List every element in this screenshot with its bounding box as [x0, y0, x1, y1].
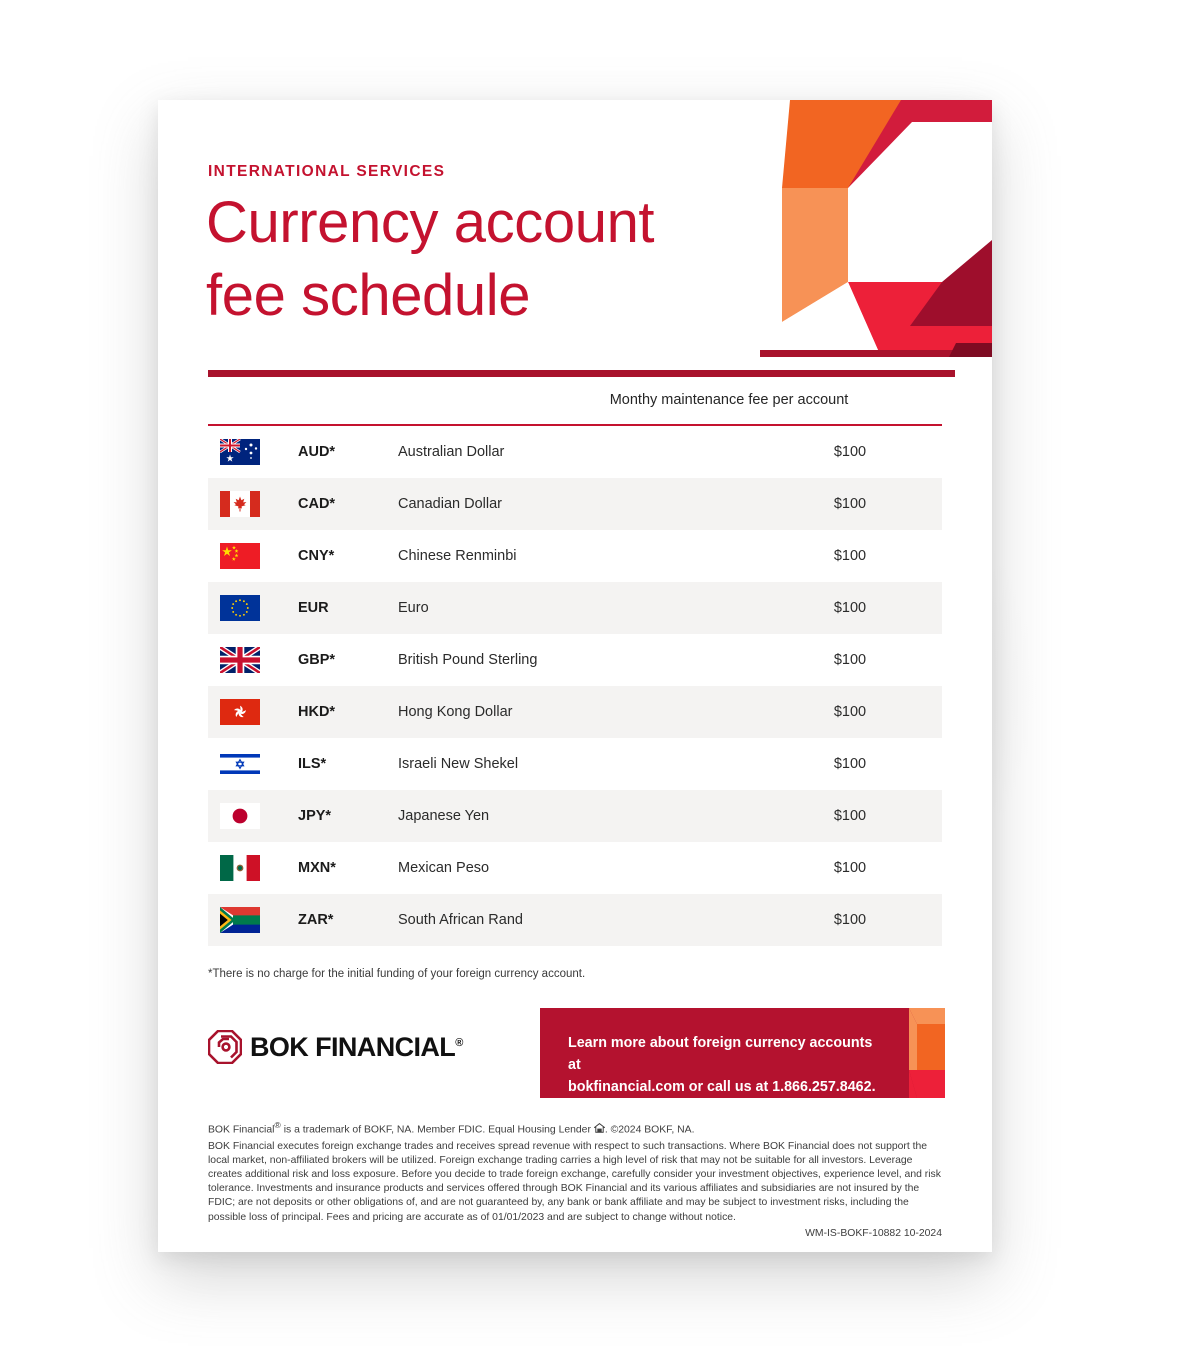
flag-australia-icon	[220, 439, 260, 465]
currency-code: ZAR*	[298, 912, 334, 928]
currency-flag-cell	[208, 751, 298, 777]
trademark-text-mid: is a trademark of BOKF, NA. Member FDIC.…	[280, 1124, 594, 1136]
currency-name: Euro	[398, 600, 429, 616]
flag-canada-icon	[220, 491, 260, 517]
eyebrow-label: INTERNATIONAL SERVICES	[208, 163, 446, 180]
bok-octagon-spiral-logo-icon	[208, 1030, 242, 1064]
bok-financial-logo: BOK FINANCIAL®	[208, 1030, 463, 1064]
currency-flag-cell	[208, 647, 298, 673]
currency-name: Israeli New Shekel	[398, 756, 519, 772]
trademark-text-before: BOK Financial	[208, 1124, 275, 1136]
currency-fee: $100	[833, 912, 867, 928]
registered-mark: ®	[274, 1120, 281, 1130]
fee-table: Monthy maintenance fee per account	[208, 380, 942, 946]
currency-code: CAD*	[298, 496, 336, 512]
table-row: ZAR* South African Rand $100	[208, 894, 942, 946]
document-page: INTERNATIONAL SERVICES Currency account …	[158, 100, 992, 1252]
doc-code-row: WM-IS-BOKF-10882 10-2024	[208, 1227, 942, 1241]
currency-fee: $100	[833, 808, 867, 824]
equal-housing-lender-icon	[593, 1123, 605, 1134]
header-divider	[158, 366, 992, 388]
document-code: WM-IS-BOKF-10882 10-2024	[805, 1227, 942, 1239]
currency-name: Hong Kong Dollar	[398, 704, 513, 720]
currency-fee: $100	[833, 704, 867, 720]
currency-fee: $100	[833, 756, 867, 772]
currency-name: Japanese Yen	[398, 808, 490, 824]
currency-fee: $100	[833, 600, 867, 616]
currency-code: GBP*	[298, 652, 336, 668]
currency-name: Canadian Dollar	[398, 496, 502, 512]
logo-and-callout-band: BOK FINANCIAL® Learn more about foreign …	[208, 1008, 945, 1100]
currency-code: JPY*	[298, 808, 332, 824]
currency-fee: $100	[833, 652, 867, 668]
trademark-line: BOK Financial® is a trademark of BOKF, N…	[208, 1118, 942, 1138]
table-footnote: *There is no charge for the initial fund…	[208, 968, 586, 980]
currency-code: ILS*	[298, 756, 327, 772]
table-row: CNY* Chinese Renminbi $100	[208, 530, 942, 582]
currency-code: EUR	[298, 600, 329, 616]
disclaimer-body: BOK Financial executes foreign exchange …	[208, 1140, 941, 1223]
currency-name: Mexican Peso	[398, 860, 490, 876]
currency-fee: $100	[833, 548, 867, 564]
fee-column-header: Monthy maintenance fee per account	[609, 392, 849, 408]
flag-china-icon	[220, 543, 260, 569]
logo-text-label: BOK FINANCIAL	[250, 1031, 456, 1062]
table-row: AUD* Australian Dollar $100	[208, 426, 942, 478]
header-red-rule	[208, 370, 955, 377]
table-header-rule	[208, 424, 942, 426]
flag-israel-icon	[220, 751, 260, 777]
currency-flag-cell	[208, 439, 298, 465]
currency-code: AUD*	[298, 444, 336, 460]
currency-code: HKD*	[298, 704, 336, 720]
currency-name: South African Rand	[398, 912, 523, 928]
currency-name: British Pound Sterling	[398, 652, 538, 668]
trademark-text-after: . ©2024 BOKF, NA.	[604, 1124, 695, 1136]
flag-japan-icon	[220, 803, 260, 829]
table-row: HKD* Hong Kong Dollar $100	[208, 686, 942, 738]
currency-fee: $100	[833, 444, 867, 460]
table-row: GBP* British Pound Sterling $100	[208, 634, 942, 686]
table-row: CAD* Canadian Dollar $100	[208, 478, 942, 530]
flag-mexico-icon	[220, 855, 260, 881]
currency-code: MXN*	[298, 860, 336, 876]
table-row: JPY* Japanese Yen $100	[208, 790, 942, 842]
currency-flag-cell	[208, 543, 298, 569]
flag-united-kingdom-icon	[220, 647, 260, 673]
disclaimer-block: BOK Financial® is a trademark of BOKF, N…	[208, 1118, 942, 1241]
table-row: ILS* Israeli New Shekel $100	[208, 738, 942, 790]
currency-flag-cell	[208, 855, 298, 881]
learn-more-callout[interactable]: Learn more about foreign currency accoun…	[540, 1008, 945, 1098]
table-column-header: Monthy maintenance fee per account	[208, 380, 942, 424]
flag-hong-kong-icon	[220, 699, 260, 725]
currency-flag-cell	[208, 907, 298, 933]
callout-text: Learn more about foreign currency accoun…	[568, 1035, 876, 1095]
currency-flag-cell	[208, 803, 298, 829]
disclaimer-body-row: BOK Financial executes foreign exchange …	[208, 1140, 942, 1227]
currency-flag-cell	[208, 699, 298, 725]
page-title: Currency account fee schedule	[206, 190, 655, 328]
orange-geometric-accent-icon	[909, 1008, 945, 1098]
table-row: EUR Euro $100	[208, 582, 942, 634]
currency-name: Australian Dollar	[398, 444, 505, 460]
currency-flag-cell	[208, 491, 298, 517]
document-header: INTERNATIONAL SERVICES Currency account …	[158, 100, 992, 380]
currency-flag-cell	[208, 595, 298, 621]
logo-wordmark: BOK FINANCIAL®	[250, 1032, 463, 1063]
logo-registered-mark: ®	[455, 1036, 463, 1049]
currency-fee: $100	[833, 496, 867, 512]
flag-south-africa-icon	[220, 907, 260, 933]
flag-european-union-icon	[220, 595, 260, 621]
currency-name: Chinese Renminbi	[398, 548, 517, 564]
table-row: MXN* Mexican Peso $100	[208, 842, 942, 894]
currency-fee: $100	[833, 860, 867, 876]
currency-code: CNY*	[298, 548, 335, 564]
bok-geometric-brand-mark-icon	[760, 100, 992, 357]
